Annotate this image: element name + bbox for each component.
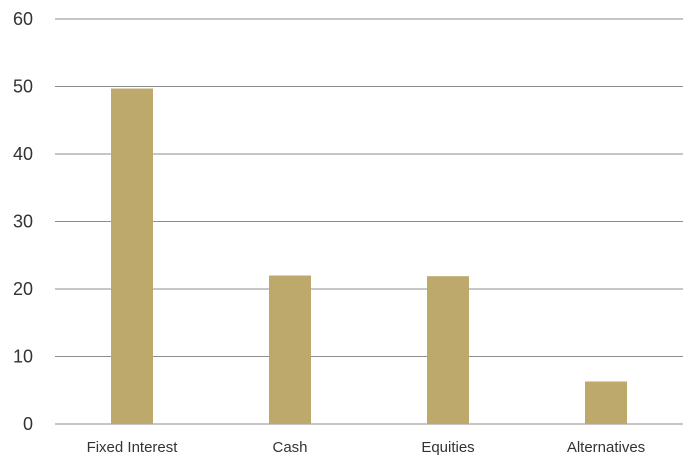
y-tick-label-50: 50 bbox=[13, 77, 33, 97]
bar-alternatives bbox=[585, 381, 627, 424]
y-tick-label-20: 20 bbox=[13, 279, 33, 299]
gridlines bbox=[55, 18, 683, 425]
x-axis-category-labels: Fixed Interest Cash Equities Alternatives bbox=[87, 439, 646, 456]
bar-equities bbox=[427, 276, 469, 424]
y-tick-label-10: 10 bbox=[13, 347, 33, 367]
y-tick-label-30: 30 bbox=[13, 212, 33, 232]
bars bbox=[111, 88, 627, 425]
y-tick-label-60: 60 bbox=[13, 9, 33, 29]
x-category-label-alternatives: Alternatives bbox=[567, 439, 645, 456]
x-category-label-cash: Cash bbox=[272, 439, 307, 456]
bar-fixed-interest bbox=[111, 88, 153, 425]
y-axis-tick-labels: 0 10 20 30 40 50 60 bbox=[13, 9, 33, 434]
bar-cash bbox=[269, 275, 311, 424]
x-category-label-fixed-interest: Fixed Interest bbox=[87, 439, 179, 456]
x-category-label-equities: Equities bbox=[421, 439, 474, 456]
y-tick-label-0: 0 bbox=[23, 414, 33, 434]
y-tick-label-40: 40 bbox=[13, 144, 33, 164]
